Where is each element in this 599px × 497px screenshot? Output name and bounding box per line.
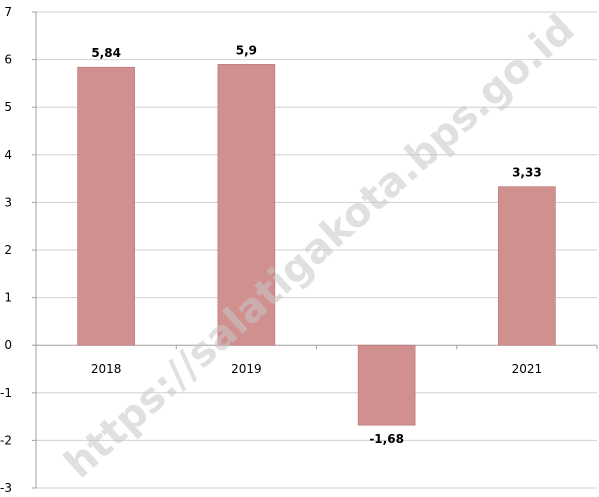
y-tick-label: 1 — [4, 291, 12, 305]
y-tick-label: 3 — [4, 195, 12, 209]
y-tick-label: 0 — [4, 338, 12, 352]
x-tick-label: 2019 — [231, 362, 262, 376]
data-labels: 5,84 5,9 -1,68 3,33 — [91, 43, 541, 446]
y-tick-label: 7 — [4, 5, 12, 19]
y-tick-label: 6 — [4, 53, 12, 67]
data-label: 3,33 — [512, 166, 542, 180]
y-tick-label: -2 — [0, 433, 12, 447]
y-tick-label: -1 — [0, 386, 12, 400]
y-tick-label: 4 — [4, 148, 12, 162]
y-tick-label: -3 — [0, 481, 12, 495]
x-tick-label: 2021 — [512, 362, 543, 376]
data-label: 5,9 — [236, 43, 257, 57]
y-tick-label: 5 — [4, 100, 12, 114]
data-label: -1,68 — [369, 432, 404, 446]
y-tick-label: 2 — [4, 243, 12, 257]
bar — [217, 64, 276, 346]
data-label: 5,84 — [91, 46, 121, 60]
bar-series — [77, 64, 556, 426]
bar — [77, 66, 135, 346]
x-tick-label: 2018 — [91, 362, 122, 376]
x-axis: 2018201920202021 — [35, 344, 598, 376]
bar — [498, 186, 556, 346]
bar — [357, 344, 416, 426]
y-axis: 7 6 5 4 3 2 1 0 -1 -2 -3 — [0, 5, 37, 495]
